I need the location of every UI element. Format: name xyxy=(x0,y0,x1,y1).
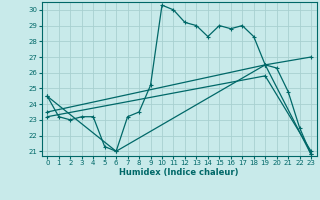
X-axis label: Humidex (Indice chaleur): Humidex (Indice chaleur) xyxy=(119,168,239,177)
